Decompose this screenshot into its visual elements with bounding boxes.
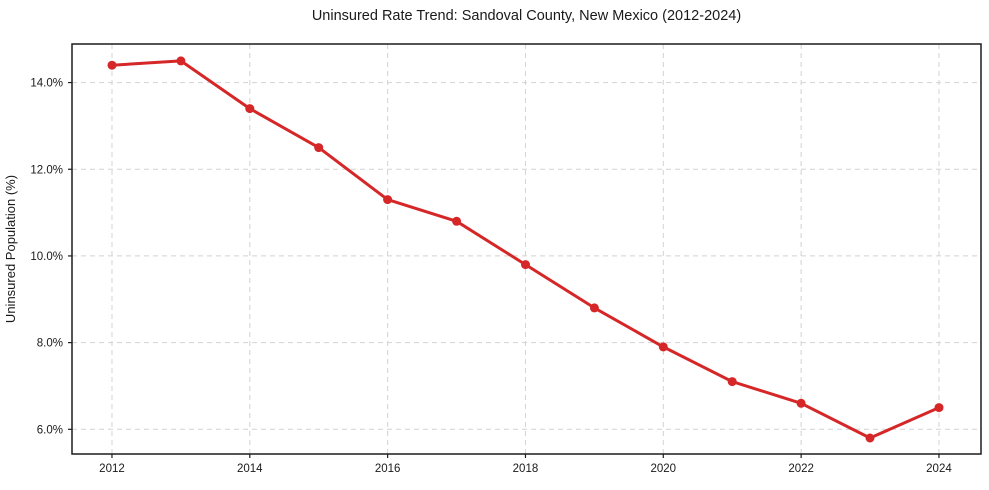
y-tick-label: 10.0% [30, 251, 63, 263]
data-point-2013 [176, 56, 186, 66]
x-tick-label: 2024 [926, 463, 952, 475]
x-tick-label: 2016 [375, 463, 401, 475]
axes-spines [71, 43, 982, 455]
data-point-2023 [865, 433, 875, 443]
data-point-2014 [245, 104, 255, 114]
data-point-2016 [383, 195, 393, 205]
x-tick-label: 2014 [237, 463, 263, 475]
data-point-2019 [589, 303, 599, 313]
x-tick-label: 2018 [513, 463, 539, 475]
y-tick-label: 12.0% [30, 164, 63, 176]
y-tick-label: 6.0% [37, 424, 63, 436]
x-tick-label: 2022 [788, 463, 814, 475]
data-point-2018 [521, 260, 530, 270]
data-series [107, 56, 944, 443]
y-tick-label: 8.0% [37, 338, 63, 350]
data-point-2015 [314, 143, 324, 153]
x-tick-label: 2012 [99, 463, 125, 475]
data-point-2020 [658, 342, 668, 352]
y-axis-label: Uninsured Population (%) [3, 175, 18, 323]
data-point-2022 [796, 398, 806, 408]
axis-ticks: 2012 2014 2016 2018 2020 2022 2024 6.0% 8.0% 10.0… [30, 78, 952, 475]
gridlines [72, 44, 981, 454]
data-point-2017 [452, 216, 462, 226]
plot-border [71, 43, 982, 455]
data-point-2012 [107, 60, 117, 70]
y-tick-label: 14.0% [30, 78, 63, 90]
x-tick-label: 2020 [651, 463, 677, 475]
data-point-2021 [727, 377, 737, 387]
chart-title: Uninsured Rate Trend: Sandoval County, N… [312, 8, 741, 24]
data-point-2024 [934, 403, 944, 413]
